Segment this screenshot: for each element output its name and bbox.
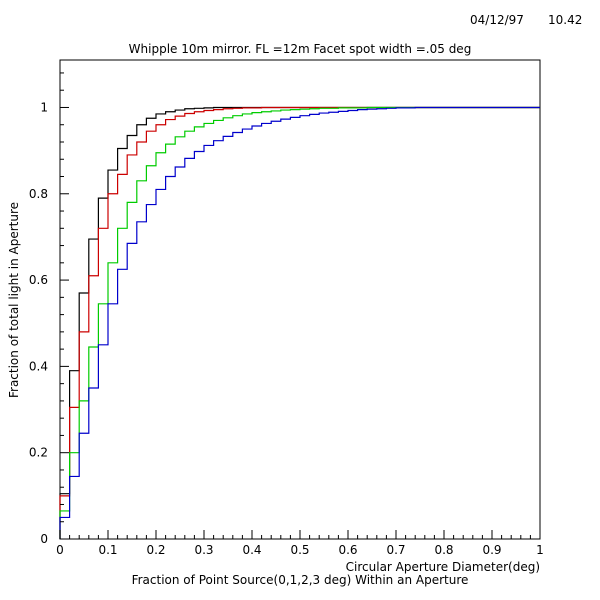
x-tick-label: 0 — [56, 543, 64, 557]
x-tick-label: 0.7 — [386, 543, 405, 557]
chart-caption: Fraction of Point Source(0,1,2,3 deg) Wi… — [132, 573, 469, 587]
x-tick-label: 0.4 — [242, 543, 261, 557]
x-tick-label: 0.6 — [338, 543, 357, 557]
x-tick-label: 0.3 — [194, 543, 213, 557]
x-tick-label: 0.9 — [482, 543, 501, 557]
y-tick-label: 0.4 — [29, 359, 48, 373]
x-tick-label: 1 — [536, 543, 544, 557]
series-line-4 — [59, 106, 540, 539]
series-line-2 — [59, 106, 540, 539]
y-tick-label: 0.6 — [29, 273, 48, 287]
x-tick-label: 0.1 — [98, 543, 117, 557]
header-time: 10.42 — [548, 13, 582, 27]
x-tick-label: 0.2 — [146, 543, 165, 557]
header-date: 04/12/97 — [470, 13, 524, 27]
series-layer — [59, 106, 540, 539]
x-axis-label: Circular Aperture Diameter(deg) — [346, 560, 540, 574]
y-tick-label: 1 — [40, 100, 48, 114]
x-tick-label: 0.5 — [290, 543, 309, 557]
chart-title: Whipple 10m mirror. FL =12m Facet spot w… — [129, 42, 472, 56]
series-line-3 — [59, 106, 540, 539]
x-tick-label: 0.8 — [434, 543, 453, 557]
y-tick-label: 0 — [40, 532, 48, 546]
y-tick-label: 0.8 — [29, 187, 48, 201]
x-axis: 0 0.1 0.2 0.3 0.4 0.5 0.6 0.7 0.8 0.9 1 — [56, 530, 544, 557]
y-axis: 0 0.2 0.4 0.6 0.8 1 — [29, 72, 69, 546]
y-axis-label: Fraction of total light in Aperture — [7, 202, 21, 398]
y-tick-label: 0.2 — [29, 446, 48, 460]
